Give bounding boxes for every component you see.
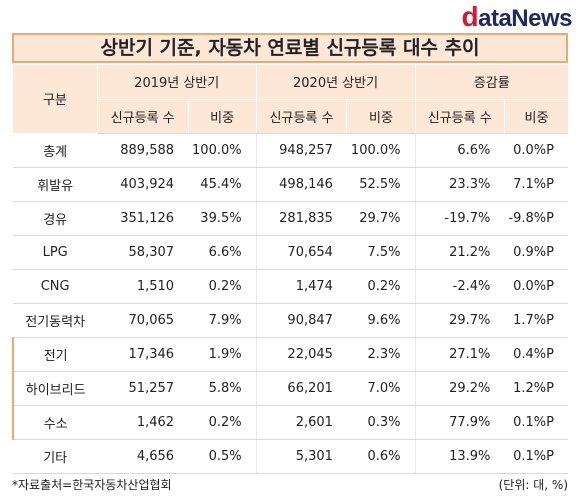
header-category: 구분: [13, 65, 98, 134]
table-row: 경유 351,126 39.5% 281,835 29.7% -19.7% -9.8%P: [13, 201, 568, 236]
table-cell: 29.7%: [346, 201, 415, 236]
table-cell: 0.3%: [346, 405, 415, 440]
table-cell: 100.0%: [346, 133, 415, 168]
row-label: 수소: [11, 405, 98, 440]
table-cell: 403,924: [97, 167, 189, 202]
header-sub: 신규등록 수: [96, 99, 189, 134]
datanews-logo: dataNews: [461, 1, 573, 33]
table-cell: 77.9%: [414, 405, 505, 440]
table-cell: 5,301: [255, 439, 347, 474]
table-cell: 281,835: [255, 201, 347, 236]
table-row: 휘발유 403,924 45.4% 498,146 52.5% 23.3% 7.1%P: [13, 167, 568, 202]
table-cell: 0.9%P: [504, 235, 568, 270]
table-row: 전기동력차 70,065 7.9% 90,847 9.6% 29.7% 1.7%P: [13, 303, 568, 338]
header-group-change: 증감률: [414, 65, 568, 100]
table-cell: 66,201: [255, 371, 347, 406]
header-group-2019: 2019년 상반기: [96, 65, 257, 100]
header-sub: 신규등록 수: [414, 99, 505, 134]
table-cell: 2,601: [255, 405, 347, 440]
table-cell: 70,065: [97, 303, 189, 338]
table-row: LPG 58,307 6.6% 70,654 7.5% 21.2% 0.9%P: [13, 235, 568, 270]
header-sub: 신규등록 수: [255, 99, 347, 134]
table-cell: 7.1%P: [504, 167, 568, 202]
footer: *자료출처=한국자동차산업협회 (단위: 대, %): [12, 476, 568, 496]
table-cell: 1.2%P: [504, 371, 568, 406]
table-cell: 1,462: [97, 405, 189, 440]
source-note: *자료출처=한국자동차산업협회: [12, 478, 172, 492]
table-cell: 7.5%: [346, 235, 415, 270]
table-cell: 5.8%: [188, 371, 257, 406]
table-cell: 6.6%: [188, 235, 257, 270]
table-cell: 0.1%P: [504, 405, 568, 440]
row-label: 휘발유: [13, 167, 98, 202]
unit-note: (단위: 대, %): [498, 478, 568, 492]
table-cell: 351,126: [97, 201, 189, 236]
table-cell: 0.2%: [188, 269, 257, 304]
table-cell: 100.0%: [188, 133, 257, 168]
table-cell: 21.2%: [414, 235, 505, 270]
table-cell: 29.7%: [414, 303, 505, 338]
table-cell: 1,510: [97, 269, 189, 304]
header-sub: 비중: [346, 99, 415, 134]
table-cell: 0.2%: [188, 405, 257, 440]
table-cell: 51,257: [97, 371, 189, 406]
table-cell: 7.0%: [346, 371, 415, 406]
table-cell: 948,257: [255, 133, 347, 168]
table-cell: 45.4%: [188, 167, 257, 202]
table-row: CNG 1,510 0.2% 1,474 0.2% -2.4% 0.0%P: [13, 269, 568, 304]
row-label: CNG: [13, 269, 98, 304]
table-cell: 0.0%P: [504, 269, 568, 304]
table-cell: -19.7%: [414, 201, 505, 236]
table-cell: -9.8%P: [504, 201, 568, 236]
table-row: 총계 889,588 100.0% 948,257 100.0% 6.6% 0.0%P: [13, 133, 568, 168]
table-cell: 1.7%P: [504, 303, 568, 338]
table-cell: 70,654: [255, 235, 347, 270]
row-label: 전기동력차: [13, 303, 98, 338]
table-cell: 4,656: [97, 439, 189, 474]
table-cell: 52.5%: [346, 167, 415, 202]
table-cell: 27.1%: [414, 337, 505, 372]
table-cell: 6.6%: [414, 133, 505, 168]
table-cell: 58,307: [97, 235, 189, 270]
header-sub: 비중: [187, 99, 257, 134]
table-row: 전기 17,346 1.9% 22,045 2.3% 27.1% 0.4%P: [11, 337, 568, 372]
table-cell: 23.3%: [414, 167, 505, 202]
table-cell: 0.1%P: [504, 439, 568, 474]
row-label: LPG: [13, 235, 98, 270]
row-label: 하이브리드: [11, 371, 98, 406]
registration-table: 구분 2019년 상반기 2020년 상반기 증감률 신규등록 수 비중 신규등…: [11, 65, 568, 474]
table-cell: 0.6%: [346, 439, 415, 474]
table-cell: 17,346: [97, 337, 189, 372]
table-cell: 0.2%: [346, 269, 415, 304]
table-cell: 22,045: [255, 337, 347, 372]
table-cell: 498,146: [255, 167, 347, 202]
header-sub: 비중: [503, 99, 568, 134]
table-cell: 7.9%: [188, 303, 257, 338]
table-cell: -2.4%: [414, 269, 505, 304]
table-cell: 39.5%: [188, 201, 257, 236]
table-cell: 0.5%: [188, 439, 257, 474]
row-label: 전기: [11, 337, 98, 372]
table-cell: 9.6%: [346, 303, 415, 338]
page-title: 상반기 기준, 자동차 연료별 신규등록 대수 추이: [12, 33, 568, 63]
table-cell: 2.3%: [346, 337, 415, 372]
table-row: 하이브리드 51,257 5.8% 66,201 7.0% 29.2% 1.2%P: [11, 371, 568, 406]
table-cell: 0.0%P: [504, 133, 568, 168]
table-row: 기타 4,656 0.5% 5,301 0.6% 13.9% 0.1%P: [13, 439, 568, 474]
table-cell: 90,847: [255, 303, 347, 338]
header-group-2020: 2020년 상반기: [255, 65, 415, 100]
row-label: 기타: [13, 439, 98, 474]
table-cell: 1.9%: [188, 337, 257, 372]
table-cell: 889,588: [97, 133, 189, 168]
table-cell: 29.2%: [414, 371, 505, 406]
row-label: 총계: [13, 133, 98, 168]
table-cell: 13.9%: [414, 439, 505, 474]
row-label: 경유: [13, 201, 98, 236]
table-row: 수소 1,462 0.2% 2,601 0.3% 77.9% 0.1%P: [11, 405, 568, 440]
table-cell: 1,474: [255, 269, 347, 304]
table-cell: 0.4%P: [504, 337, 568, 372]
